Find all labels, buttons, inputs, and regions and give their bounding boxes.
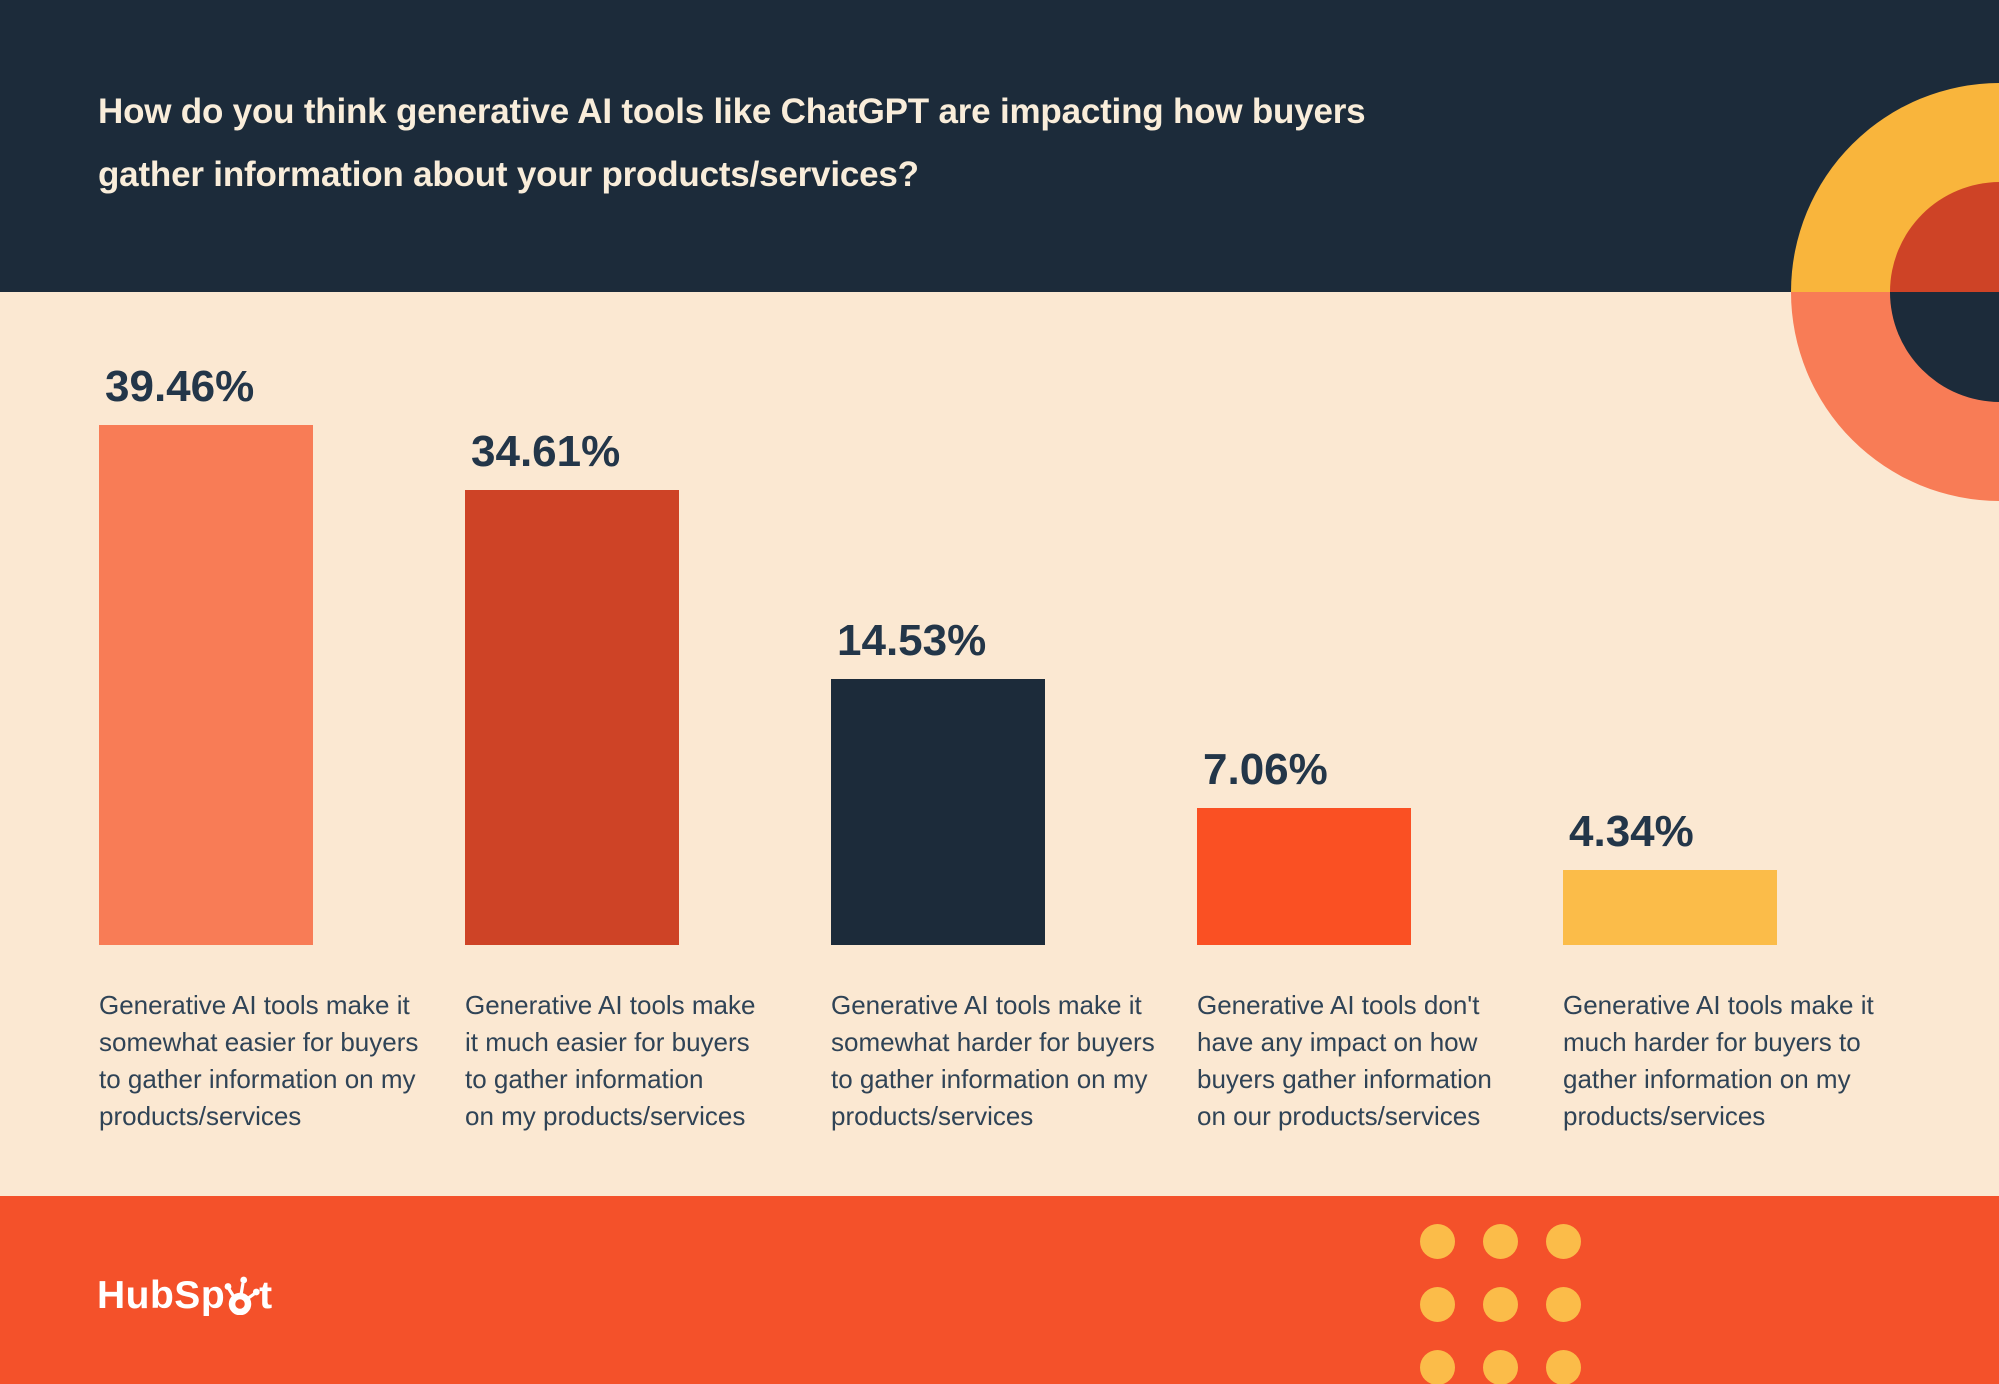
bar-value-label: 39.46% <box>105 362 255 411</box>
chart-column: 4.34% Generative AI tools make it much h… <box>1563 292 1908 1196</box>
chart-column: 7.06% Generative AI tools don't have any… <box>1197 292 1542 1196</box>
bar-category-label: Generative AI tools make it somewhat har… <box>831 990 1155 1131</box>
page-title: How do you think generative AI tools lik… <box>98 92 1366 194</box>
dot <box>1546 1224 1581 1259</box>
dot <box>1546 1350 1581 1384</box>
dot <box>1420 1224 1455 1259</box>
bar-value-label: 7.06% <box>1203 745 1328 794</box>
hubspot-sprocket-icon <box>224 1276 260 1315</box>
dot <box>1483 1224 1518 1259</box>
logo-text-right: t <box>259 1274 273 1317</box>
bar <box>99 425 313 945</box>
hubspot-logo: HubSp t <box>97 1264 273 1317</box>
bar <box>831 679 1045 945</box>
chart-column: 14.53% Generative AI tools make it somew… <box>831 292 1176 1196</box>
dot <box>1546 1287 1581 1322</box>
bar-value-label: 14.53% <box>837 616 987 665</box>
dot <box>1483 1350 1518 1384</box>
bar-value-label: 4.34% <box>1569 807 1694 856</box>
header: How do you think generative AI tools lik… <box>0 0 1999 292</box>
bar <box>1197 808 1411 945</box>
bar-category-label: Generative AI tools make it much easier … <box>465 990 756 1131</box>
bar-value-label: 34.61% <box>471 427 621 476</box>
bar-category-label: Generative AI tools make it much harder … <box>1563 990 1874 1131</box>
chart-column: 39.46% Generative AI tools make it somew… <box>99 292 444 1196</box>
bar-category-label: Generative AI tools make it somewhat eas… <box>99 990 419 1131</box>
footer: HubSp t <box>0 1196 1999 1384</box>
dot <box>1483 1287 1518 1322</box>
bar-chart: 39.46% Generative AI tools make it somew… <box>0 292 1999 1196</box>
dots-decoration <box>1420 1224 1581 1384</box>
bar <box>1563 870 1777 945</box>
dot <box>1420 1350 1455 1384</box>
bar-category-label: Generative AI tools don't have any impac… <box>1197 990 1492 1131</box>
bar <box>465 490 679 945</box>
chart-column: 34.61% Generative AI tools make it much … <box>465 292 810 1196</box>
dot <box>1420 1287 1455 1322</box>
logo-text-left: HubSp <box>97 1274 226 1317</box>
